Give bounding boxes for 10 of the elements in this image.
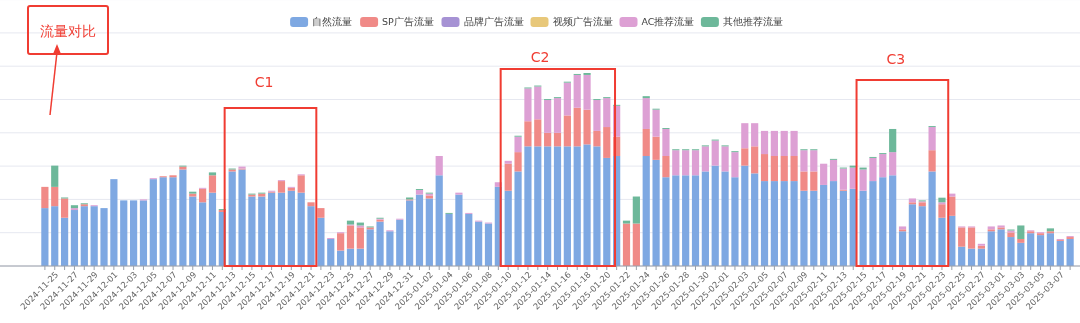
- text: C2: [530, 48, 550, 65]
- annotation: C1: [254, 73, 274, 90]
- legend-label: SP广告流量: [382, 16, 434, 28]
- text: C3: [886, 50, 906, 67]
- legend-label: 品牌广告流量: [463, 16, 524, 28]
- legend-label: 自然流量: [312, 16, 353, 28]
- chart-title: 流量对比: [40, 22, 96, 39]
- legend-label: 其他推荐流量: [722, 16, 783, 28]
- legend-label: 视频广告流量: [552, 16, 613, 28]
- legend-label: AC推荐流量: [641, 16, 695, 28]
